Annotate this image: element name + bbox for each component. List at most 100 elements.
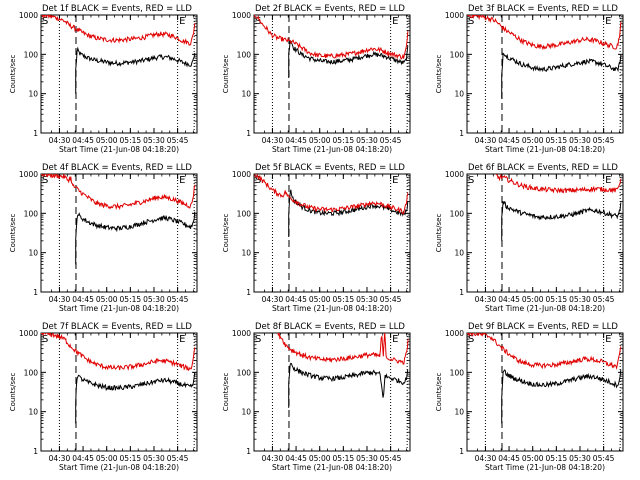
x-tick-label: 04:45 bbox=[498, 295, 520, 304]
series-line-lld bbox=[277, 333, 409, 365]
x-tick-label: 05:30 bbox=[569, 136, 591, 145]
y-tick-label: 1000 bbox=[445, 11, 464, 20]
y-axis-label: Counts/sec bbox=[9, 214, 17, 253]
plot-frame bbox=[40, 173, 198, 293]
x-axis-label: Start Time (21-Jun-08 04:18:20) bbox=[272, 463, 392, 472]
series-group bbox=[41, 333, 196, 424]
series-group bbox=[254, 174, 409, 237]
y-tick-label: 100 bbox=[237, 209, 252, 218]
series-line-lld bbox=[41, 174, 196, 211]
series-group bbox=[494, 174, 622, 241]
x-tick-label: 04:45 bbox=[498, 454, 520, 463]
series-line-lld bbox=[41, 333, 196, 372]
end-marker: E bbox=[179, 334, 185, 345]
plot-frame bbox=[40, 14, 198, 134]
y-axis-label: Counts/sec bbox=[222, 214, 230, 253]
end-marker: E bbox=[605, 334, 611, 345]
series-line-events bbox=[501, 369, 622, 424]
y-axis-label: Counts/sec bbox=[435, 214, 443, 253]
series-line-events bbox=[75, 372, 196, 424]
x-tick-label: 04:45 bbox=[72, 136, 94, 145]
panel-det-5: Det 5f BLACK = Events, RED = LLD 1 10 100 10… bbox=[222, 163, 411, 313]
panel-title: Det 4f BLACK = Events, RED = LLD bbox=[42, 163, 192, 173]
series-line-lld bbox=[467, 15, 622, 51]
x-axis-label: Start Time (21-Jun-08 04:18:20) bbox=[485, 304, 605, 313]
x-tick-label: 05:30 bbox=[143, 454, 165, 463]
x-tick-label: 05:30 bbox=[569, 454, 591, 463]
y-tick-label: 1 bbox=[246, 129, 251, 138]
series-line-events bbox=[501, 52, 622, 99]
x-tick-label: 04:30 bbox=[475, 454, 497, 463]
series-line-events bbox=[288, 189, 409, 237]
series-group bbox=[467, 333, 622, 424]
x-tick-label: 05:30 bbox=[356, 136, 378, 145]
panel-title: Det 6f BLACK = Events, RED = LLD bbox=[468, 163, 618, 173]
y-tick-label: 1000 bbox=[445, 329, 464, 338]
y-tick-label: 10 bbox=[454, 408, 464, 417]
y-tick-label: 100 bbox=[450, 368, 465, 377]
x-tick-label: 05:45 bbox=[380, 454, 402, 463]
y-tick-label: 1000 bbox=[19, 11, 38, 20]
y-tick-label: 1000 bbox=[19, 170, 38, 179]
x-tick-label: 04:30 bbox=[262, 136, 284, 145]
x-tick-label: 04:30 bbox=[262, 454, 284, 463]
x-tick-label: 05:15 bbox=[333, 295, 355, 304]
x-tick-label: 05:45 bbox=[593, 295, 615, 304]
y-axis-label: Counts/sec bbox=[435, 55, 443, 94]
y-tick-label: 100 bbox=[24, 50, 39, 59]
x-tick-label: 04:45 bbox=[498, 136, 520, 145]
y-axis-label: Counts/sec bbox=[9, 373, 17, 412]
y-tick-label: 10 bbox=[454, 90, 464, 99]
y-axis-label: Counts/sec bbox=[222, 55, 230, 94]
x-tick-label: 05:15 bbox=[120, 295, 142, 304]
y-axis-label: Counts/sec bbox=[9, 55, 17, 94]
y-tick-label: 1 bbox=[459, 288, 464, 297]
x-axis-label: Start Time (21-Jun-08 04:18:20) bbox=[485, 145, 605, 154]
x-tick-label: 05:45 bbox=[593, 136, 615, 145]
x-tick-label: 05:30 bbox=[143, 295, 165, 304]
x-tick-label: 05:00 bbox=[96, 454, 118, 463]
end-marker: E bbox=[392, 175, 398, 186]
x-tick-label: 04:30 bbox=[49, 136, 71, 145]
panel-det-3: Det 3f BLACK = Events, RED = LLD 1 10 100 10… bbox=[435, 4, 624, 154]
y-tick-label: 100 bbox=[237, 368, 252, 377]
panel-title: Det 7f BLACK = Events, RED = LLD bbox=[42, 322, 192, 332]
panel-det-7: Det 7f BLACK = Events, RED = LLD 1 10 100 10… bbox=[9, 322, 198, 472]
end-marker: E bbox=[392, 334, 398, 345]
x-tick-label: 05:00 bbox=[96, 295, 118, 304]
series-group bbox=[467, 15, 622, 99]
x-tick-label: 05:15 bbox=[120, 454, 142, 463]
x-tick-label: 04:30 bbox=[49, 454, 71, 463]
start-marker: S bbox=[42, 175, 48, 186]
x-tick-label: 04:30 bbox=[262, 295, 284, 304]
panel-title: Det 9f BLACK = Events, RED = LLD bbox=[468, 322, 618, 332]
start-marker: S bbox=[42, 334, 48, 345]
x-tick-label: 04:30 bbox=[49, 295, 71, 304]
series-line-events bbox=[501, 200, 622, 241]
x-tick-label: 05:45 bbox=[593, 454, 615, 463]
y-axis-label: Counts/sec bbox=[435, 373, 443, 412]
y-tick-label: 10 bbox=[241, 249, 251, 258]
x-tick-label: 05:45 bbox=[380, 136, 402, 145]
x-tick-label: 05:15 bbox=[333, 454, 355, 463]
y-tick-label: 100 bbox=[24, 368, 39, 377]
x-axis-label: Start Time (21-Jun-08 04:18:20) bbox=[272, 304, 392, 313]
series-group bbox=[277, 333, 409, 408]
x-tick-label: 04:45 bbox=[285, 136, 307, 145]
x-axis-label: Start Time (21-Jun-08 04:18:20) bbox=[59, 145, 179, 154]
y-tick-label: 1000 bbox=[445, 170, 464, 179]
plot-frame bbox=[253, 14, 411, 134]
panel-det-2: Det 2f BLACK = Events, RED = LLD 1 10 100 10… bbox=[222, 4, 411, 154]
x-tick-label: 05:30 bbox=[569, 295, 591, 304]
panel-det-6: Det 6f BLACK = Events, RED = LLD 1 10 100 10… bbox=[435, 163, 624, 313]
end-marker: E bbox=[605, 175, 611, 186]
y-tick-label: 1 bbox=[33, 129, 38, 138]
x-tick-label: 05:00 bbox=[96, 136, 118, 145]
series-group bbox=[254, 15, 409, 78]
x-tick-label: 04:45 bbox=[72, 454, 94, 463]
y-tick-label: 100 bbox=[24, 209, 39, 218]
y-tick-label: 10 bbox=[454, 249, 464, 258]
x-tick-label: 05:00 bbox=[309, 454, 331, 463]
x-tick-label: 05:00 bbox=[522, 136, 544, 145]
